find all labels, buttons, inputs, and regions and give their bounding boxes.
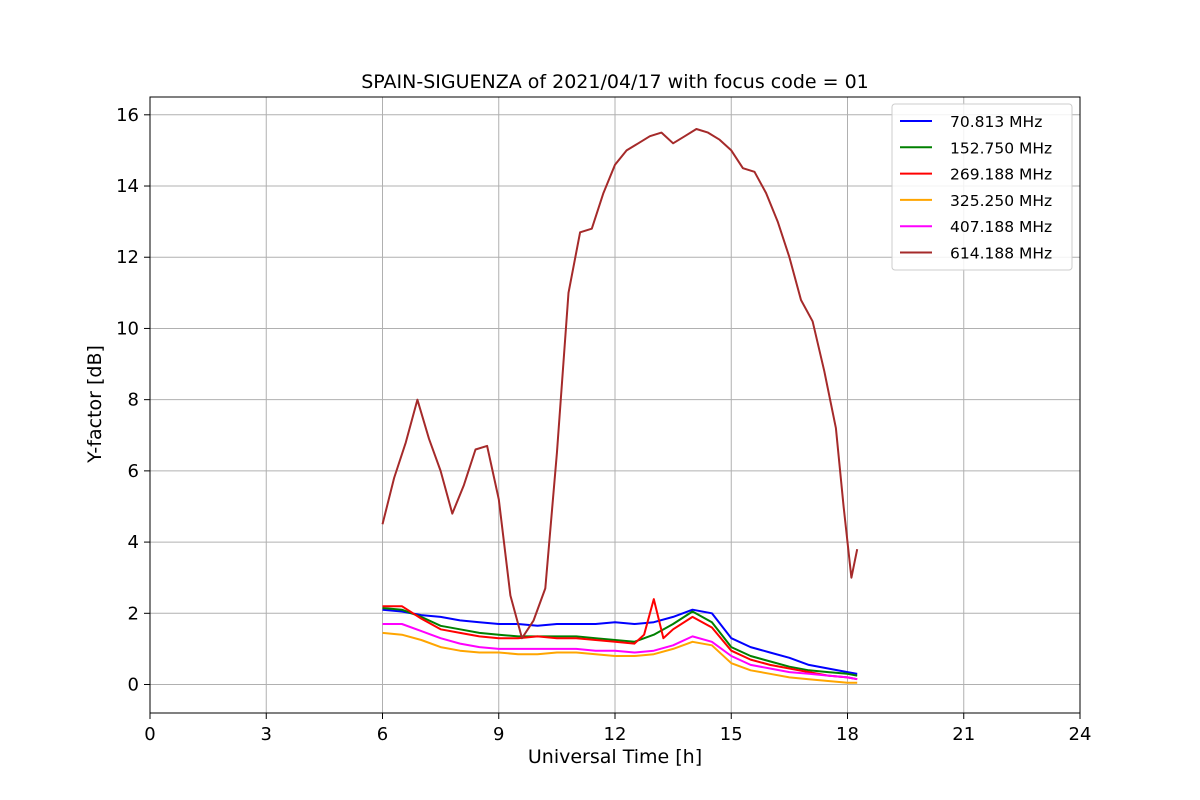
y-axis-label: Y-factor [dB] — [84, 345, 106, 464]
legend-label: 152.750 MHz — [950, 139, 1052, 157]
y-axis-ticks: 0 2 4 6 8 10 12 14 16 — [116, 105, 150, 696]
plot-series — [381, 128, 859, 684]
y-tick-label: 0 — [128, 675, 139, 696]
legend-label: 614.188 MHz — [950, 245, 1052, 263]
x-tick-label: 3 — [261, 724, 272, 745]
y-tick-label: 8 — [128, 390, 139, 411]
chart-title: SPAIN-SIGUENZA of 2021/04/17 with focus … — [361, 71, 869, 93]
legend-label: 407.188 MHz — [950, 218, 1052, 236]
x-tick-label: 24 — [1069, 724, 1092, 745]
x-tick-label: 0 — [144, 724, 155, 745]
y-tick-label: 2 — [128, 603, 139, 624]
legend: 70.813 MHz 152.750 MHz 269.188 MHz 325.250 … — [891, 103, 1073, 271]
series-line-1 — [382, 607, 858, 677]
y-tick-label: 4 — [128, 532, 139, 553]
x-tick-label: 12 — [604, 724, 627, 745]
y-tick-label: 10 — [116, 318, 139, 339]
series-line-5 — [381, 128, 859, 640]
y-tick-label: 12 — [116, 247, 139, 268]
x-tick-label: 6 — [377, 724, 388, 745]
series-line-3 — [382, 631, 858, 684]
x-tick-label: 15 — [720, 724, 743, 745]
x-tick-label: 18 — [836, 724, 859, 745]
series-line-4 — [382, 623, 858, 681]
x-axis-ticks: 0 3 6 9 12 15 18 21 24 — [144, 713, 1091, 745]
x-tick-label: 9 — [493, 724, 504, 745]
series-line-2 — [382, 598, 858, 681]
legend-label: 70.813 MHz — [950, 113, 1042, 131]
y-tick-label: 16 — [116, 105, 139, 126]
x-axis-label: Universal Time [h] — [528, 746, 702, 768]
x-tick-label: 21 — [952, 724, 975, 745]
y-tick-label: 6 — [128, 461, 139, 482]
y-tick-label: 14 — [116, 176, 139, 197]
legend-label: 269.188 MHz — [950, 166, 1052, 184]
legend-box — [891, 103, 1073, 271]
legend-label: 325.250 MHz — [950, 192, 1052, 210]
series-line-0 — [382, 608, 858, 675]
